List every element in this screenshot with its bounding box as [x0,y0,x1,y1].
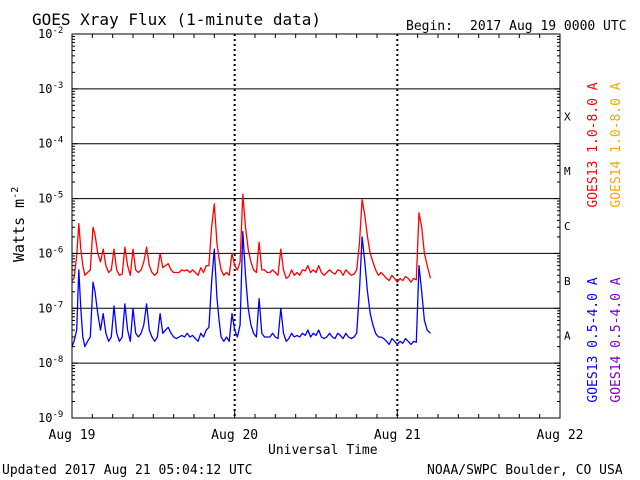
series-line [71,193,432,283]
y-tick-base: 10 [38,356,52,370]
y-axis-label-sup: -2 [10,187,21,199]
y-tick-base: 10 [38,27,52,41]
y-tick-exponent: -2 [52,26,63,36]
y-tick-label: 10-4 [38,136,63,151]
legend-entry: GOES14 0.5-4.0 A [609,277,624,402]
y-tick-label: 10-6 [38,245,63,260]
legend-entry: GOES13 0.5-4.0 A [586,277,601,402]
y-tick-label: 10-8 [38,355,63,370]
y-tick-base: 10 [38,246,52,260]
y-tick-label: 10-7 [38,300,63,315]
y-tick-exponent: -8 [52,355,63,365]
flare-class-layer: A B C M X [564,110,571,342]
x-tick-label: Aug 19 [49,428,96,443]
series-layer [71,193,432,348]
footer-updated: Updated 2017 Aug 21 05:04:12 UTC [2,463,252,478]
x-tick-label: Aug 20 [211,428,258,443]
y-tick-label: 10-9 [38,410,63,425]
begin-label: Begin: [406,19,453,34]
y-tick-label: 10-2 [38,26,63,41]
flare-class-label: B [564,275,571,288]
x-axis-label: Universal Time [268,443,378,458]
flare-class-label: A [564,330,571,343]
begin-value: 2017 Aug 19 0000 UTC [470,19,627,34]
flare-class-label: C [564,220,571,233]
y-tick-exponent: -5 [52,191,63,201]
legend-entry: GOES14 1.0-8.0 A [609,82,624,207]
x-tick-label: Aug 21 [374,428,421,443]
y-tick-exponent: -9 [52,410,63,420]
y-tick-exponent: -3 [52,81,63,91]
y-tick-base: 10 [38,137,52,151]
x-tick-label: Aug 22 [537,428,584,443]
y-tick-base: 10 [38,192,52,206]
y-tick-base: 10 [38,82,52,96]
y-axis-label-main: Watts m [10,199,28,262]
series-line [71,230,431,348]
y-axis-label: Watts m-2 [10,187,28,262]
y-tick-base: 10 [38,411,52,425]
footer-credit: NOAA/SWPC Boulder, CO USA [427,463,623,478]
y-tick-exponent: -6 [52,245,63,255]
y-tick-exponent: -7 [52,300,63,310]
legend-entry: GOES13 1.0-8.0 A [586,82,601,207]
flare-class-label: X [564,110,571,123]
flare-class-label: M [564,165,571,178]
legend-layer: GOES13 1.0-8.0 A GOES14 1.0-8.0 A GOES13 0… [586,82,624,402]
chart-title: GOES Xray Flux (1-minute data) [32,10,321,29]
y-tick-label: 10-5 [38,191,63,206]
y-tick-label: 10-3 [38,81,63,96]
grid-layer [72,34,560,418]
y-tick-base: 10 [38,301,52,315]
y-tick-exponent: -4 [52,136,63,146]
